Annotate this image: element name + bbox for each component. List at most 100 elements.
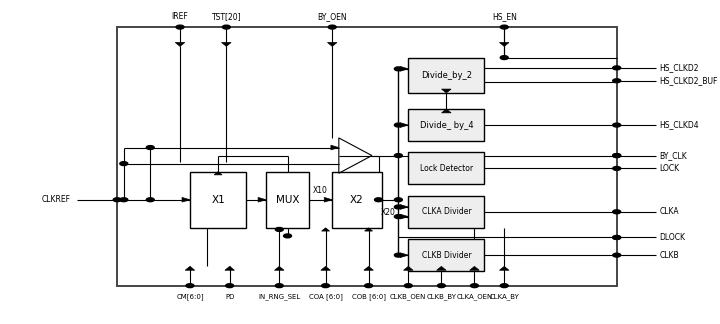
Polygon shape [400,214,408,219]
Text: CLKA_BY: CLKA_BY [490,294,519,300]
Text: CLKB: CLKB [660,251,680,260]
Polygon shape [469,266,480,270]
Polygon shape [441,89,451,93]
Circle shape [146,145,154,149]
Text: BY_OEN: BY_OEN [318,12,347,21]
Text: CLKB Divider: CLKB Divider [421,251,471,260]
Polygon shape [225,266,235,270]
Text: X2: X2 [350,195,364,205]
Circle shape [613,236,621,239]
Circle shape [395,154,402,157]
Bar [266,172,309,228]
Polygon shape [222,42,231,46]
Circle shape [613,154,621,157]
Text: X1: X1 [211,195,225,205]
Polygon shape [185,266,194,270]
Text: DLOCK: DLOCK [660,233,685,242]
Circle shape [120,198,127,202]
Polygon shape [400,205,408,209]
Circle shape [322,284,330,288]
Polygon shape [436,266,446,270]
Text: CLKREF: CLKREF [42,195,71,204]
Circle shape [222,25,230,29]
Polygon shape [182,197,190,202]
Text: CLKB_BY: CLKB_BY [426,294,456,300]
Circle shape [275,284,283,288]
Circle shape [395,215,402,218]
Text: Divide_ by_4: Divide_ by_4 [420,121,473,130]
Circle shape [405,284,413,288]
Circle shape [395,123,402,127]
Polygon shape [322,228,330,231]
Circle shape [613,154,621,157]
Text: CLKA Divider: CLKA Divider [421,207,471,216]
Circle shape [500,25,508,29]
Polygon shape [500,266,509,270]
Circle shape [176,25,184,29]
Circle shape [613,253,621,257]
Text: X20: X20 [381,208,396,217]
Text: HS_CLKD2: HS_CLKD2 [660,64,699,72]
Polygon shape [400,253,408,258]
Text: LOCK: LOCK [660,164,680,173]
Circle shape [613,123,621,127]
Bar [408,196,485,228]
Polygon shape [214,172,222,175]
Circle shape [613,210,621,214]
Bar [408,109,485,141]
Polygon shape [441,109,451,113]
Circle shape [395,67,402,71]
Circle shape [364,284,372,288]
Polygon shape [321,266,330,270]
Polygon shape [175,42,185,46]
Circle shape [225,284,233,288]
Circle shape [395,205,402,209]
Circle shape [613,236,621,239]
Circle shape [500,284,508,288]
Circle shape [120,162,127,166]
Circle shape [113,198,121,202]
Text: CLKB_OEN: CLKB_OEN [390,294,426,300]
Polygon shape [400,123,408,127]
Polygon shape [274,266,284,270]
Polygon shape [328,42,337,46]
Polygon shape [324,197,332,202]
Bar [117,27,617,286]
Circle shape [470,284,478,288]
Bar [408,58,485,93]
Text: Lock Detector: Lock Detector [420,164,473,173]
Polygon shape [331,145,339,150]
Text: Divide_by_2: Divide_by_2 [420,71,472,80]
Text: IREF: IREF [171,12,189,21]
Text: IN_RNG_SEL: IN_RNG_SEL [258,294,300,300]
Text: CLKA_OEN: CLKA_OEN [456,294,492,300]
Text: X10: X10 [313,186,328,195]
Circle shape [374,198,382,202]
Text: PD: PD [225,294,234,300]
Text: HS_EN: HS_EN [492,12,517,21]
Text: TST[20]: TST[20] [212,12,241,21]
Circle shape [275,227,283,231]
Bar [408,239,485,271]
Text: CM[6:0]: CM[6:0] [176,294,204,300]
Polygon shape [403,266,413,270]
Text: BY_CLK: BY_CLK [660,151,688,160]
Circle shape [613,79,621,83]
Polygon shape [364,266,374,270]
Circle shape [284,234,292,238]
Bar [332,172,382,228]
Text: HS_CLKD4: HS_CLKD4 [660,121,699,130]
Circle shape [500,56,508,60]
Circle shape [613,66,621,70]
Polygon shape [258,197,266,202]
Circle shape [613,167,621,170]
Circle shape [395,198,402,202]
Text: COB [6:0]: COB [6:0] [351,294,386,300]
Text: MUX: MUX [276,195,300,205]
Bar [190,172,246,228]
Polygon shape [364,228,372,231]
Circle shape [328,25,336,29]
Text: HS_CLKD2_BUF: HS_CLKD2_BUF [660,76,718,85]
Polygon shape [500,42,509,46]
Polygon shape [400,66,408,71]
